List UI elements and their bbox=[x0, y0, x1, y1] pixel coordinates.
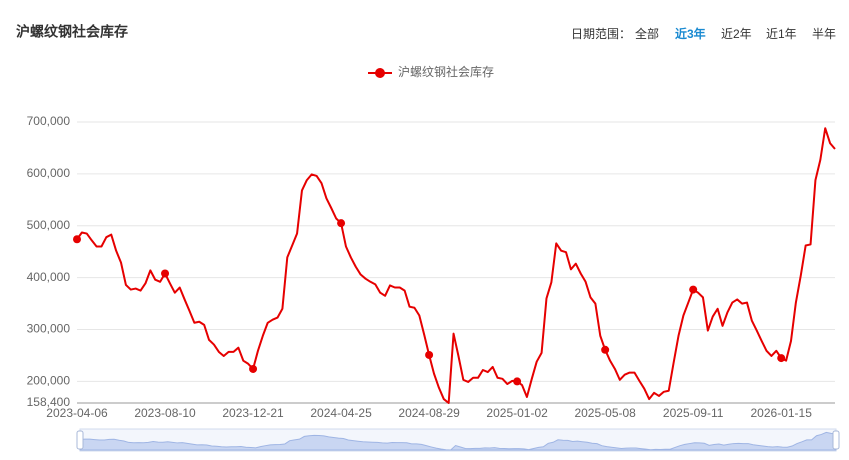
x-tick-label: 2024-04-25 bbox=[310, 406, 372, 420]
y-tick-label: 300,000 bbox=[27, 322, 71, 336]
data-point bbox=[161, 269, 170, 278]
zoom-preview bbox=[79, 431, 837, 451]
y-tick-label: 700,000 bbox=[27, 114, 71, 128]
y-tick-label: 600,000 bbox=[27, 166, 71, 180]
x-tick-label: 2025-01-02 bbox=[486, 406, 548, 420]
y-tick-label: 158,400 bbox=[27, 395, 71, 409]
data-point bbox=[777, 354, 786, 363]
x-tick-label: 2023-12-21 bbox=[222, 406, 284, 420]
x-tick-label: 2024-08-29 bbox=[398, 406, 460, 420]
range-label: 日期范围： bbox=[571, 27, 632, 41]
x-tick-label: 2025-09-11 bbox=[663, 406, 724, 420]
x-tick-label: 2023-04-06 bbox=[46, 406, 108, 420]
legend-marker bbox=[375, 68, 385, 78]
legend-label: 沪螺纹钢社会库存 bbox=[398, 64, 494, 79]
range-option[interactable]: 近1年 bbox=[766, 27, 797, 41]
data-point bbox=[689, 285, 698, 294]
zoom-handle[interactable] bbox=[76, 430, 84, 450]
data-point bbox=[337, 219, 346, 228]
range-option[interactable]: 近2年 bbox=[721, 27, 752, 41]
x-tick-label: 2026-01-15 bbox=[751, 406, 813, 420]
y-tick-label: 500,000 bbox=[27, 218, 71, 232]
zoom-handle[interactable] bbox=[832, 430, 840, 450]
x-tick-label: 2023-08-10 bbox=[134, 406, 196, 420]
data-point bbox=[425, 350, 434, 359]
chart-title: 沪螺纹钢社会库存 bbox=[16, 24, 128, 40]
series-line bbox=[76, 127, 836, 404]
y-tick-label: 200,000 bbox=[27, 374, 71, 388]
data-point bbox=[513, 377, 522, 386]
data-point bbox=[249, 364, 258, 373]
range-option[interactable]: 全部 bbox=[635, 27, 660, 41]
data-point bbox=[73, 235, 81, 244]
data-point bbox=[601, 345, 610, 354]
x-tick-label: 2025-05-08 bbox=[574, 406, 636, 420]
range-option[interactable]: 近3年 bbox=[675, 27, 706, 41]
range-option[interactable]: 半年 bbox=[812, 27, 837, 41]
y-tick-label: 400,000 bbox=[27, 270, 71, 284]
